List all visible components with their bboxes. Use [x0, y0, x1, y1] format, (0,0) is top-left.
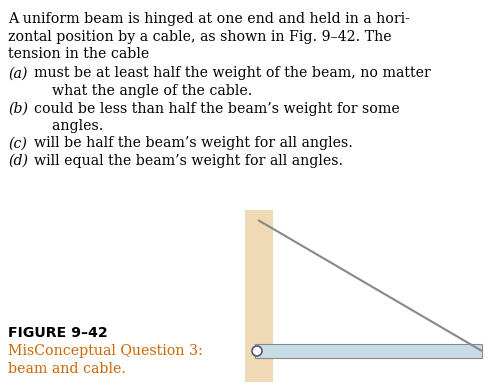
Text: tension in the cable: tension in the cable: [8, 47, 149, 61]
Text: must be at least half the weight of the beam, no matter: must be at least half the weight of the …: [34, 66, 431, 81]
Text: A uniform beam is hinged at one end and held in a hori-: A uniform beam is hinged at one end and …: [8, 12, 410, 26]
Text: (c): (c): [8, 137, 27, 151]
Bar: [255, 344, 482, 358]
Text: (a): (a): [8, 66, 27, 81]
Text: FIGURE 9–42: FIGURE 9–42: [8, 326, 108, 340]
Text: could be less than half the beam’s weight for some: could be less than half the beam’s weigh…: [34, 102, 400, 115]
Text: will be half the beam’s weight for all angles.: will be half the beam’s weight for all a…: [34, 137, 353, 151]
Text: zontal position by a cable, as shown in Fig. 9–42. The: zontal position by a cable, as shown in …: [8, 29, 392, 44]
Text: (b): (b): [8, 102, 28, 115]
Bar: [245, 210, 273, 382]
Text: what the angle of the cable.: what the angle of the cable.: [34, 84, 252, 98]
Text: (d): (d): [8, 154, 28, 168]
Text: angles.: angles.: [34, 119, 103, 133]
Text: beam and cable.: beam and cable.: [8, 362, 126, 376]
Circle shape: [252, 346, 262, 356]
Text: MisConceptual Question 3:: MisConceptual Question 3:: [8, 344, 203, 359]
Text: will equal the beam’s weight for all angles.: will equal the beam’s weight for all ang…: [34, 154, 343, 168]
